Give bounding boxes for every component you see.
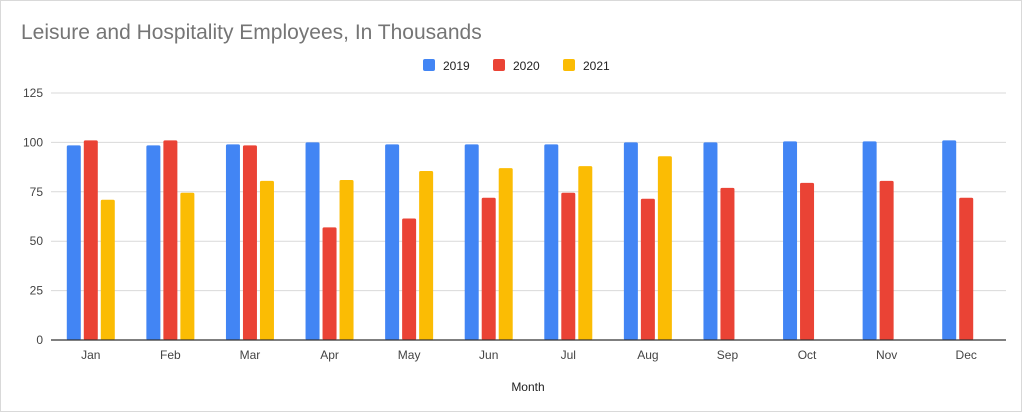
legend: 2019 2020 2021	[423, 59, 610, 73]
bar-2020-feb	[163, 140, 178, 340]
y-tick-label: 50	[30, 234, 44, 248]
bar-2019-oct	[783, 141, 798, 340]
x-tick-label: Apr	[320, 348, 339, 362]
x-tick-label: Jul	[561, 348, 576, 362]
bar-2021-jan	[100, 199, 115, 340]
bar-2021-jun	[498, 168, 513, 340]
bar-2021-jul	[578, 166, 593, 340]
bar-2019-apr	[305, 142, 320, 340]
legend-swatch-2019	[423, 59, 435, 71]
y-tick-label: 75	[30, 185, 44, 199]
x-tick-label: Jan	[81, 348, 100, 362]
x-tick-label: Sep	[717, 348, 739, 362]
bar-2019-jun	[464, 144, 479, 340]
bar-2020-aug	[640, 198, 655, 340]
chart-title: Leisure and Hospitality Employees, In Th…	[21, 21, 482, 44]
legend-label-2020: 2020	[513, 59, 540, 73]
bar-2020-jan	[83, 140, 98, 340]
axes: 0 25 50 75 100 125 Jan Feb Mar Apr May Jun Jul Aug Sep…	[23, 86, 1006, 362]
x-tick-label: Oct	[798, 348, 817, 362]
bar-2020-nov	[879, 180, 894, 340]
bar-2019-aug	[623, 142, 638, 340]
x-tick-label: May	[398, 348, 421, 362]
legend-swatch-2021	[563, 59, 575, 71]
x-tick-label: Mar	[240, 348, 261, 362]
bar-2021-mar	[259, 180, 274, 340]
bar-2019-jul	[544, 144, 559, 340]
bar-2019-jan	[66, 145, 81, 340]
bar-2021-may	[419, 171, 434, 340]
bar-2020-jul	[561, 192, 576, 340]
gridlines	[51, 92, 1006, 292]
y-tick-label: 0	[36, 333, 43, 347]
bar-2020-jun	[481, 197, 496, 340]
x-tick-label: Nov	[876, 348, 897, 362]
x-tick-label: Aug	[637, 348, 658, 362]
bar-2019-mar	[225, 144, 240, 340]
y-tick-label: 100	[23, 135, 43, 149]
bar-2020-may	[402, 218, 417, 340]
bar-2020-apr	[322, 227, 337, 340]
bar-2019-nov	[862, 141, 877, 340]
y-tick-label: 125	[23, 86, 43, 100]
y-tick-label: 25	[30, 284, 44, 298]
bar-2021-apr	[339, 179, 354, 340]
bar-2020-mar	[242, 145, 257, 340]
bar-2019-feb	[146, 145, 161, 340]
bar-2021-feb	[180, 192, 195, 340]
bar-2019-sep	[703, 142, 718, 340]
bar-2020-oct	[800, 182, 815, 340]
legend-label-2021: 2021	[583, 59, 610, 73]
legend-swatch-2020	[493, 59, 505, 71]
x-axis-title: Month	[511, 380, 544, 394]
bar-2020-dec	[959, 197, 974, 340]
bar-2019-may	[385, 144, 400, 340]
bars	[66, 140, 974, 340]
bar-2021-aug	[657, 156, 672, 340]
legend-label-2019: 2019	[443, 59, 470, 73]
bar-2019-dec	[942, 140, 957, 340]
x-tick-label: Dec	[956, 348, 977, 362]
x-tick-label: Feb	[160, 348, 181, 362]
x-tick-label: Jun	[479, 348, 498, 362]
bar-2020-sep	[720, 187, 735, 340]
